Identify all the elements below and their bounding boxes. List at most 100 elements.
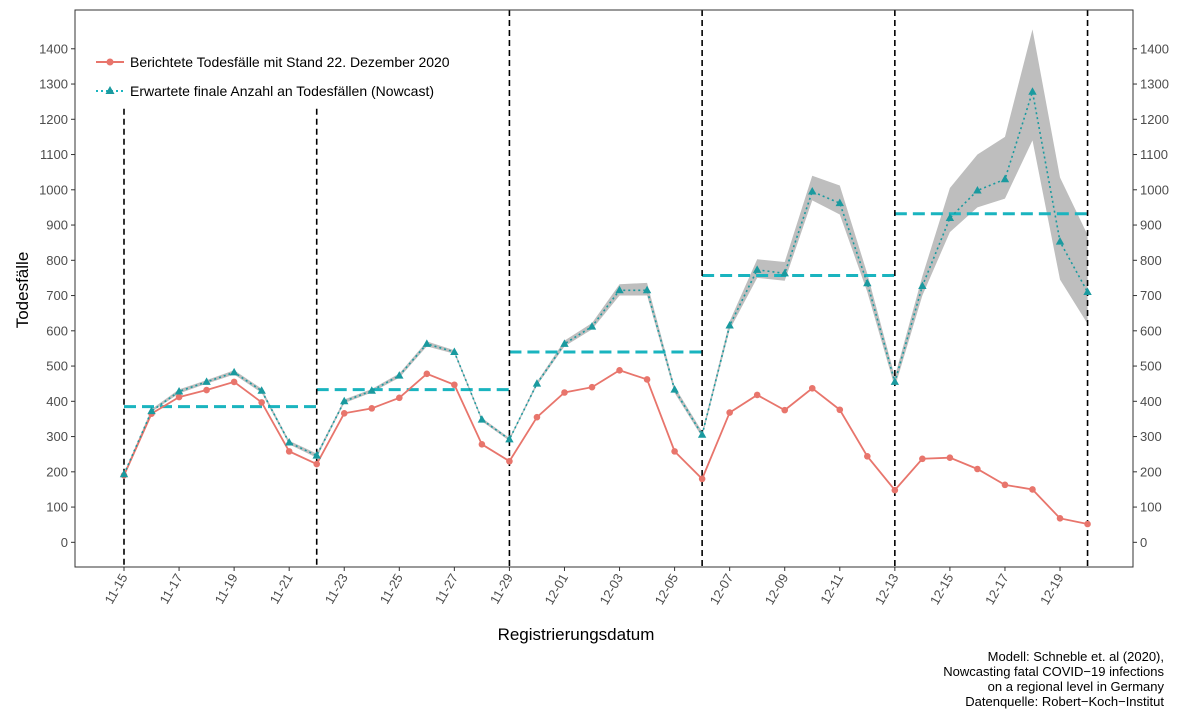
reported-point-12-08: [753, 391, 761, 399]
y-tick-label-left-1300: 1300: [39, 77, 68, 92]
reported-point-12-04: [643, 376, 651, 383]
y-axis-title: Todesfälle: [13, 252, 32, 329]
nowcast-point-11-19: [229, 367, 239, 376]
y-tick-label-right-900: 900: [1140, 218, 1162, 233]
nowcast-point-12-07: [725, 321, 734, 329]
reported-point-11-25: [396, 394, 403, 402]
caption: Modell: Schneble et. al (2020), Nowcasti…: [943, 649, 1164, 709]
nowcast-point-11-18: [202, 377, 211, 385]
reported-point-11-30: [533, 413, 541, 421]
nowcast-point-11-22: [312, 451, 321, 459]
reported-point-12-19: [1056, 515, 1064, 522]
nowcast-line: [123, 91, 1089, 475]
reported-point-12-14: [919, 455, 926, 463]
y-tick-label-left-400: 400: [46, 394, 68, 409]
nowcast-point-11-15: [119, 469, 129, 478]
x-tick-label-11-15: 11-15: [101, 571, 130, 606]
y-tick-label-right-200: 200: [1140, 464, 1162, 479]
reported-point-12-15: [946, 454, 954, 462]
reported-point-11-19: [230, 378, 238, 386]
legend-label-reported: Berichtete Todesfälle mit Stand 22. Deze…: [130, 54, 450, 70]
y-tick-label-left-700: 700: [46, 288, 68, 303]
reported-point-11-21: [285, 448, 293, 455]
plot-panel: [74, 9, 1134, 568]
y-tick-label-right-0: 0: [1140, 535, 1147, 550]
reported-point-11-22: [313, 460, 321, 468]
reported-point-12-18: [1029, 486, 1036, 493]
y-tick-label-right-600: 600: [1140, 323, 1162, 338]
nowcast-point-11-27: [450, 347, 459, 355]
x-tick-label-12-13: 12-13: [872, 571, 902, 607]
reported-point-12-12: [864, 453, 871, 460]
nowcast-point-12-16: [973, 185, 982, 194]
y-tick-label-left-1000: 1000: [39, 182, 68, 197]
reported-point-12-11: [836, 406, 844, 414]
x-tick-label-11-27: 11-27: [432, 571, 461, 606]
reported-point-12-16: [974, 465, 981, 473]
y-tick-label-left-1100: 1100: [40, 147, 68, 162]
y-tick-label-left-1400: 1400: [39, 41, 68, 56]
nowcast-point-12-20: [1083, 287, 1092, 296]
reported-point-12-01: [561, 389, 568, 396]
x-axis-title: Registrierungsdatum: [498, 625, 655, 644]
x-tick-label-12-09: 12-09: [762, 571, 792, 607]
weekly-mean-layer: [124, 212, 1088, 409]
reported-point-11-20: [258, 399, 265, 406]
reported-point-12-10: [808, 384, 816, 392]
nowcast-point-12-13: [890, 377, 900, 385]
y-tick-label-left-100: 100: [46, 500, 68, 515]
nowcast-point-12-19: [1055, 237, 1065, 245]
caption-line-3: on a regional level in Germany: [988, 679, 1165, 694]
nowcast-point-12-09: [780, 268, 789, 277]
x-tick-label-12-03: 12-03: [597, 571, 627, 607]
x-tick-label-11-17: 11-17: [157, 571, 186, 606]
nowcast-point-11-23: [340, 396, 349, 405]
x-tick-label-11-29: 11-29: [487, 571, 516, 606]
x-tick-label-12-17: 12-17: [982, 571, 1012, 607]
reported-point-12-07: [726, 409, 733, 416]
y-tick-label-right-1400: 1400: [1140, 41, 1169, 56]
x-tick-label-12-01: 12-01: [541, 571, 571, 607]
nowcast-point-12-08: [752, 265, 762, 273]
nowcast-point-11-30: [532, 379, 542, 387]
reported-point-11-18: [203, 386, 210, 394]
nowcast-point-12-04: [642, 285, 652, 294]
y-tick-label-right-1200: 1200: [1140, 112, 1169, 127]
reported-point-11-23: [340, 409, 348, 417]
x-tick-label-12-07: 12-07: [707, 571, 737, 607]
nowcast-point-12-18: [1028, 87, 1037, 95]
nowcast-point-12-15: [945, 213, 955, 221]
y-tick-label-right-800: 800: [1140, 253, 1162, 268]
nowcast-point-11-24: [367, 386, 376, 394]
reported-deaths-line: [123, 369, 1088, 525]
nowcast-point-12-05: [670, 385, 679, 393]
y-tick-label-left-1200: 1200: [39, 112, 68, 127]
reported-point-12-20: [1084, 520, 1091, 528]
y-tick-label-left-200: 200: [46, 464, 68, 479]
reported-point-11-26: [423, 370, 431, 378]
y-axis-left: 0 100 200 300 400 500 600 700 800 900 1000 1100 1200…: [39, 41, 75, 550]
nowcast-point-11-28: [477, 415, 487, 423]
y-tick-label-right-1300: 1300: [1140, 77, 1169, 92]
y-tick-label-right-100: 100: [1140, 500, 1162, 515]
y-tick-label-left-0: 0: [61, 535, 68, 550]
caption-line-1: Modell: Schneble et. al (2020),: [988, 649, 1164, 664]
nowcast-point-11-20: [257, 386, 266, 394]
nowcast-point-11-16: [147, 406, 156, 415]
y-tick-label-right-300: 300: [1140, 429, 1162, 444]
y-tick-label-right-500: 500: [1140, 359, 1162, 374]
y-tick-label-left-600: 600: [46, 323, 68, 338]
nowcast-point-12-14: [918, 281, 927, 290]
reported-point-12-02: [588, 383, 596, 391]
reported-point-12-06: [698, 475, 706, 483]
caption-line-2: Nowcasting fatal COVID−19 infections: [943, 664, 1164, 679]
x-tick-label-11-19: 11-19: [212, 571, 241, 606]
reported-point-11-27: [451, 381, 458, 389]
reported-point-11-24: [368, 405, 376, 412]
nowcast-point-11-25: [395, 371, 404, 379]
nowcast-point-12-10: [808, 187, 817, 195]
x-axis: 11-15 11-17 11-19 11-21 11-23 11-25 11-27 11-29…: [101, 567, 1067, 607]
reported-point-12-05: [671, 448, 678, 455]
nowcast-point-11-29: [505, 434, 514, 443]
